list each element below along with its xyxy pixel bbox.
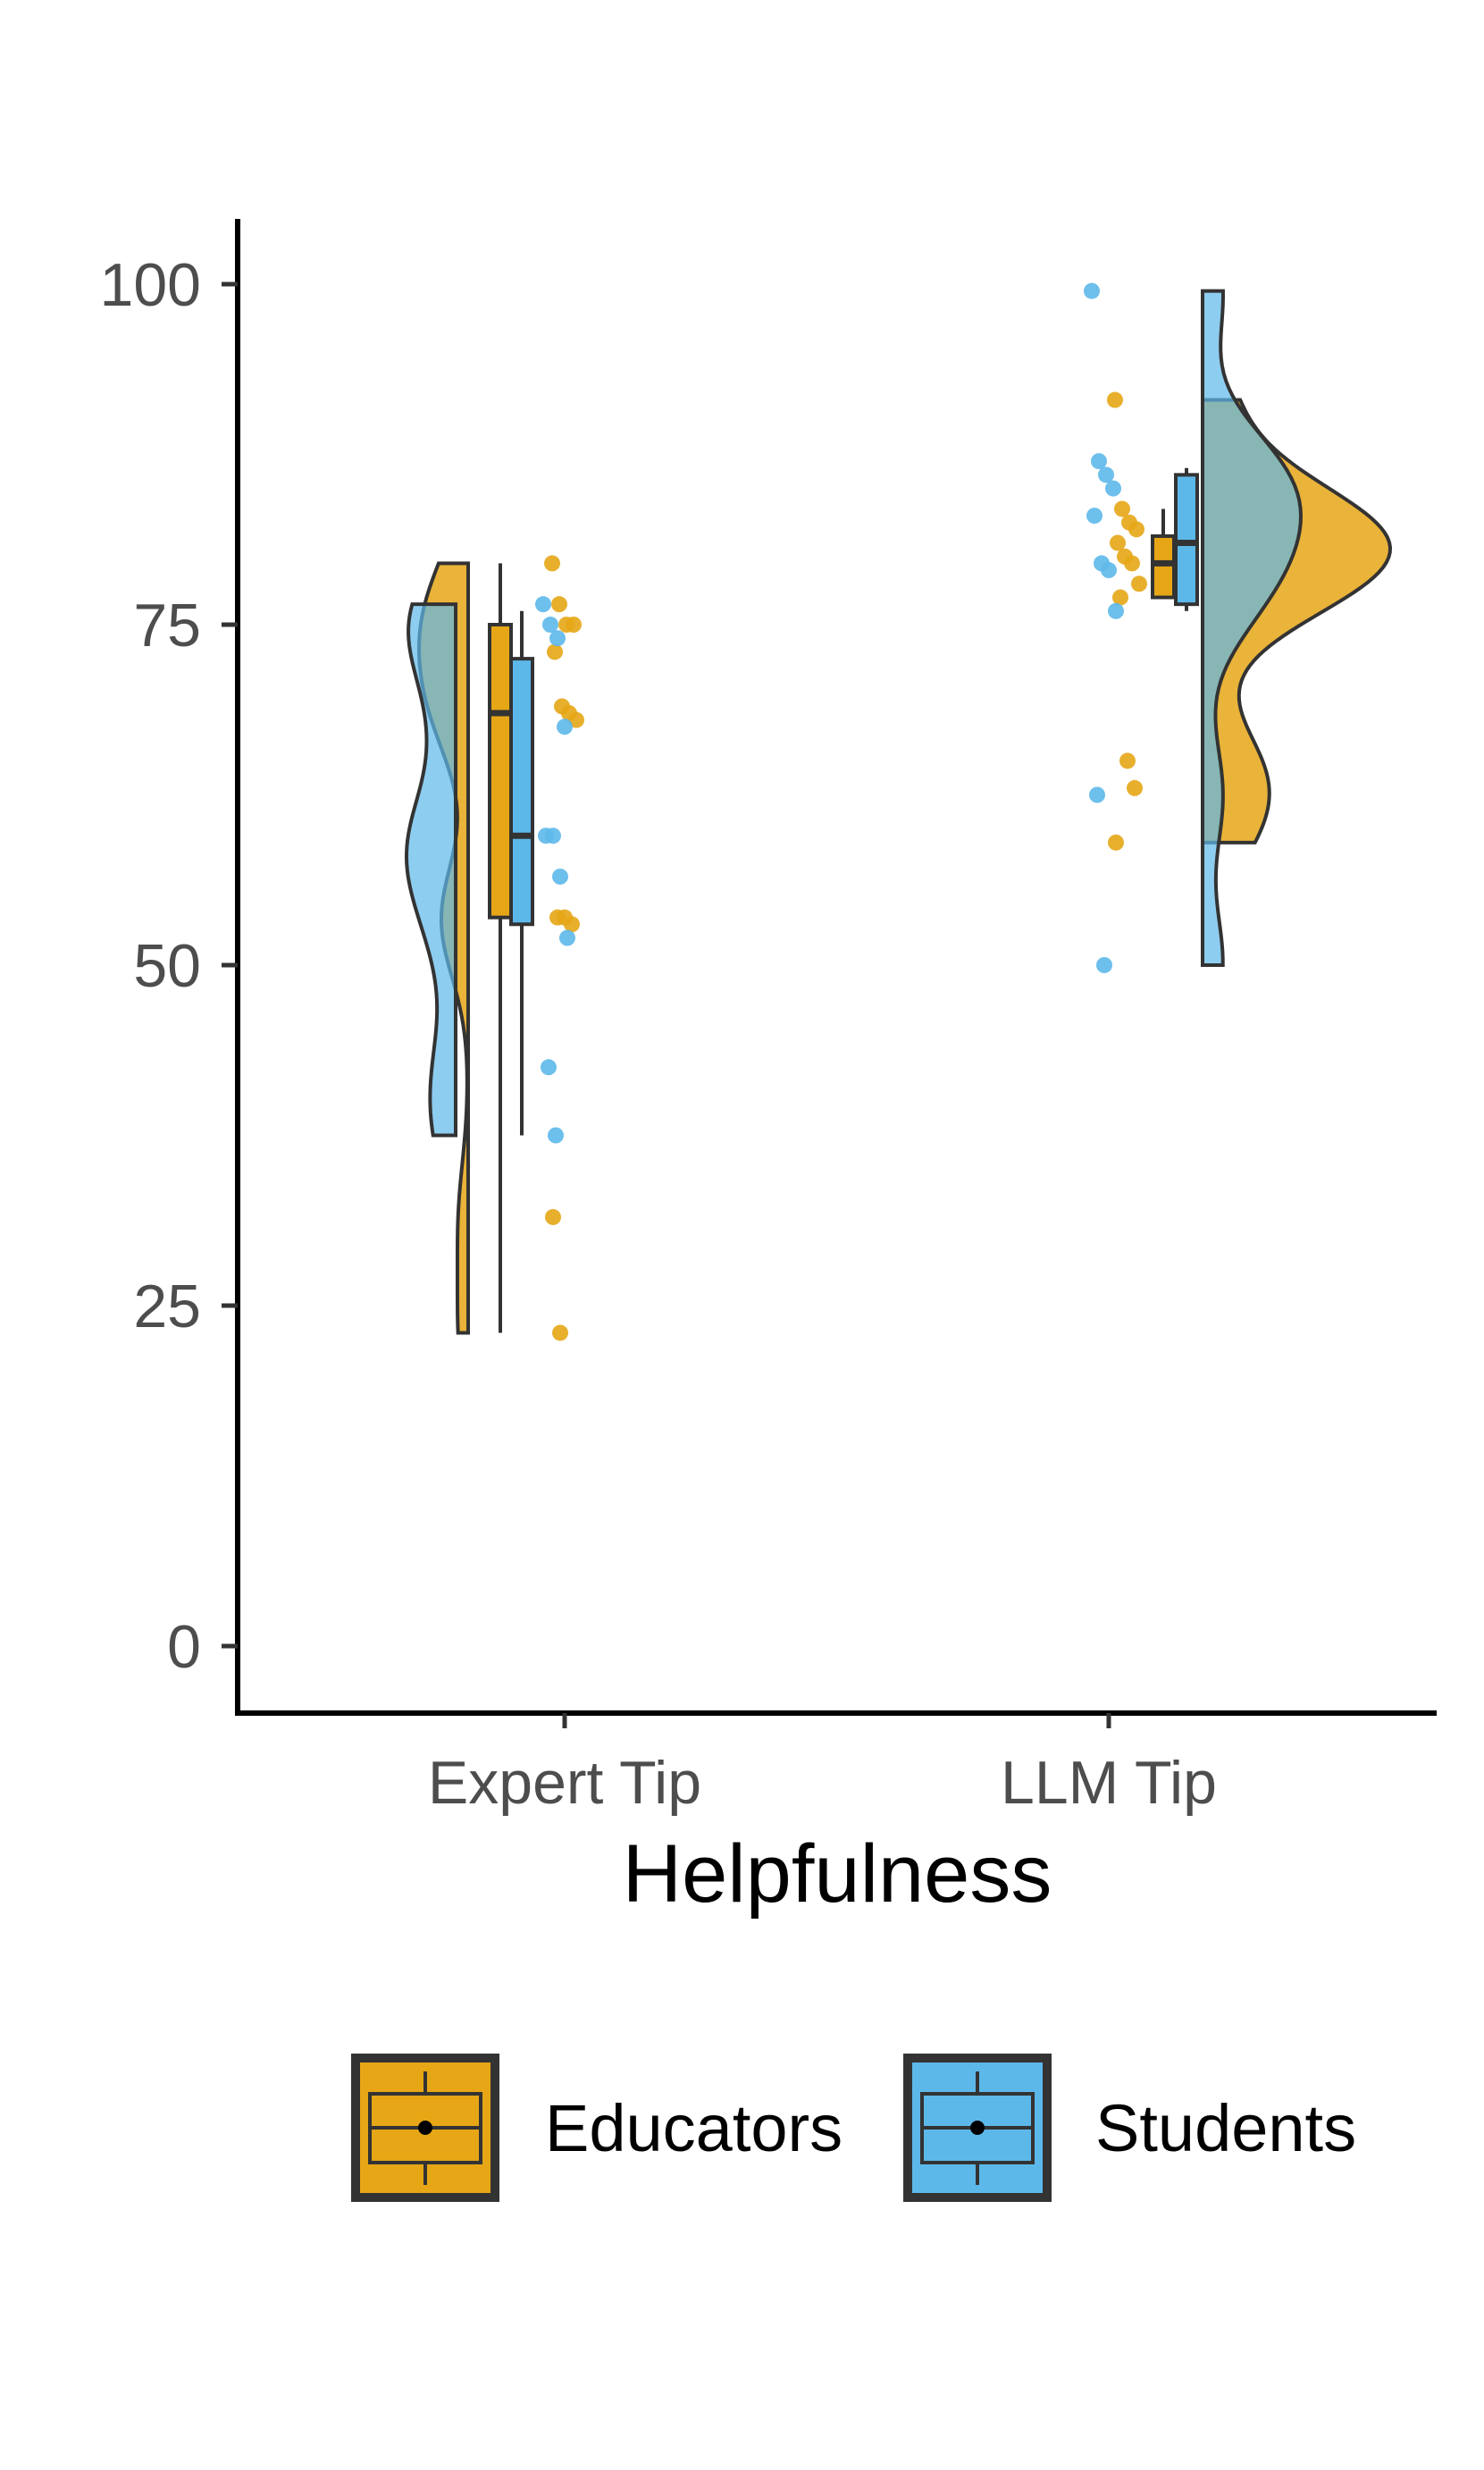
x-ticks: Expert Tip LLM Tip <box>428 1713 1217 1817</box>
point-educators-expert-tip <box>564 916 580 933</box>
x-tick-expert-tip: Expert Tip <box>428 1713 701 1817</box>
x-tick-llm-tip: LLM Tip <box>1001 1713 1217 1817</box>
point-educators-llm-tip <box>1110 534 1126 551</box>
point-students-llm-tip <box>1089 786 1105 803</box>
point-educators-expert-tip <box>566 617 582 633</box>
y-ticks: 0 25 50 75 100 <box>100 251 238 1681</box>
point-educators-expert-tip <box>545 1208 561 1225</box>
x-tick-label: Expert Tip <box>428 1749 701 1817</box>
point-educators-expert-tip <box>544 555 560 572</box>
point-students-llm-tip <box>1098 466 1114 483</box>
point-educators-expert-tip <box>551 596 567 613</box>
point-students-llm-tip <box>1108 602 1124 619</box>
point-educators-llm-tip <box>1127 779 1143 796</box>
point-educators-llm-tip <box>1114 500 1130 517</box>
x-tick-label: LLM Tip <box>1001 1749 1217 1817</box>
plot-area <box>404 282 1393 1341</box>
point-students-expert-tip <box>545 828 561 844</box>
y-tick-label: 0 <box>167 1613 201 1681</box>
box-educators-expert-tip <box>488 623 513 920</box>
point-educators-expert-tip <box>568 711 584 728</box>
point-students-expert-tip <box>541 1059 557 1076</box>
legend-label-students: Students <box>1095 2091 1356 2165</box>
y-tick-label: 100 <box>100 251 201 319</box>
point-students-expert-tip <box>535 596 551 613</box>
legend-key-educators <box>351 2054 499 2202</box>
density-students-llm-tip <box>1201 289 1304 967</box>
point-educators-llm-tip <box>1108 834 1124 851</box>
point-educators-llm-tip <box>1124 555 1140 572</box>
legend: Educators Students <box>351 2054 1356 2202</box>
point-educators-expert-tip <box>552 1324 568 1341</box>
point-students-llm-tip <box>1091 453 1107 470</box>
box-students-llm-tip <box>1174 473 1199 607</box>
point-students-expert-tip <box>542 617 558 633</box>
point-students-expert-tip <box>557 718 573 735</box>
point-students-llm-tip <box>1105 480 1121 497</box>
point-students-llm-tip <box>1084 282 1100 299</box>
point-educators-llm-tip <box>1128 521 1144 538</box>
point-students-llm-tip <box>1096 957 1112 973</box>
y-tick-label: 25 <box>133 1273 201 1340</box>
y-tick-label: 75 <box>133 592 201 660</box>
legend-label-educators: Educators <box>545 2091 843 2165</box>
legend-item-students: Students <box>903 2054 1356 2202</box>
box-students-expert-tip <box>509 657 534 927</box>
point-educators-expert-tip <box>547 643 563 660</box>
point-students-llm-tip <box>1086 508 1103 525</box>
point-educators-llm-tip <box>1107 391 1123 408</box>
legend-key-students <box>903 2054 1052 2202</box>
point-students-expert-tip <box>549 630 566 647</box>
point-students-expert-tip <box>548 1127 564 1144</box>
y-tick-label: 50 <box>133 932 201 1000</box>
point-students-llm-tip <box>1101 562 1117 579</box>
density-students-expert-tip <box>404 602 457 1138</box>
legend-item-educators: Educators <box>351 2054 843 2202</box>
box-educators-llm-tip <box>1151 533 1176 600</box>
point-educators-llm-tip <box>1131 575 1147 592</box>
point-students-expert-tip <box>552 868 568 885</box>
point-students-expert-tip <box>559 929 575 946</box>
point-educators-llm-tip <box>1112 589 1128 606</box>
x-axis-title: Helpfulness <box>623 1828 1052 1920</box>
point-educators-llm-tip <box>1119 752 1136 769</box>
